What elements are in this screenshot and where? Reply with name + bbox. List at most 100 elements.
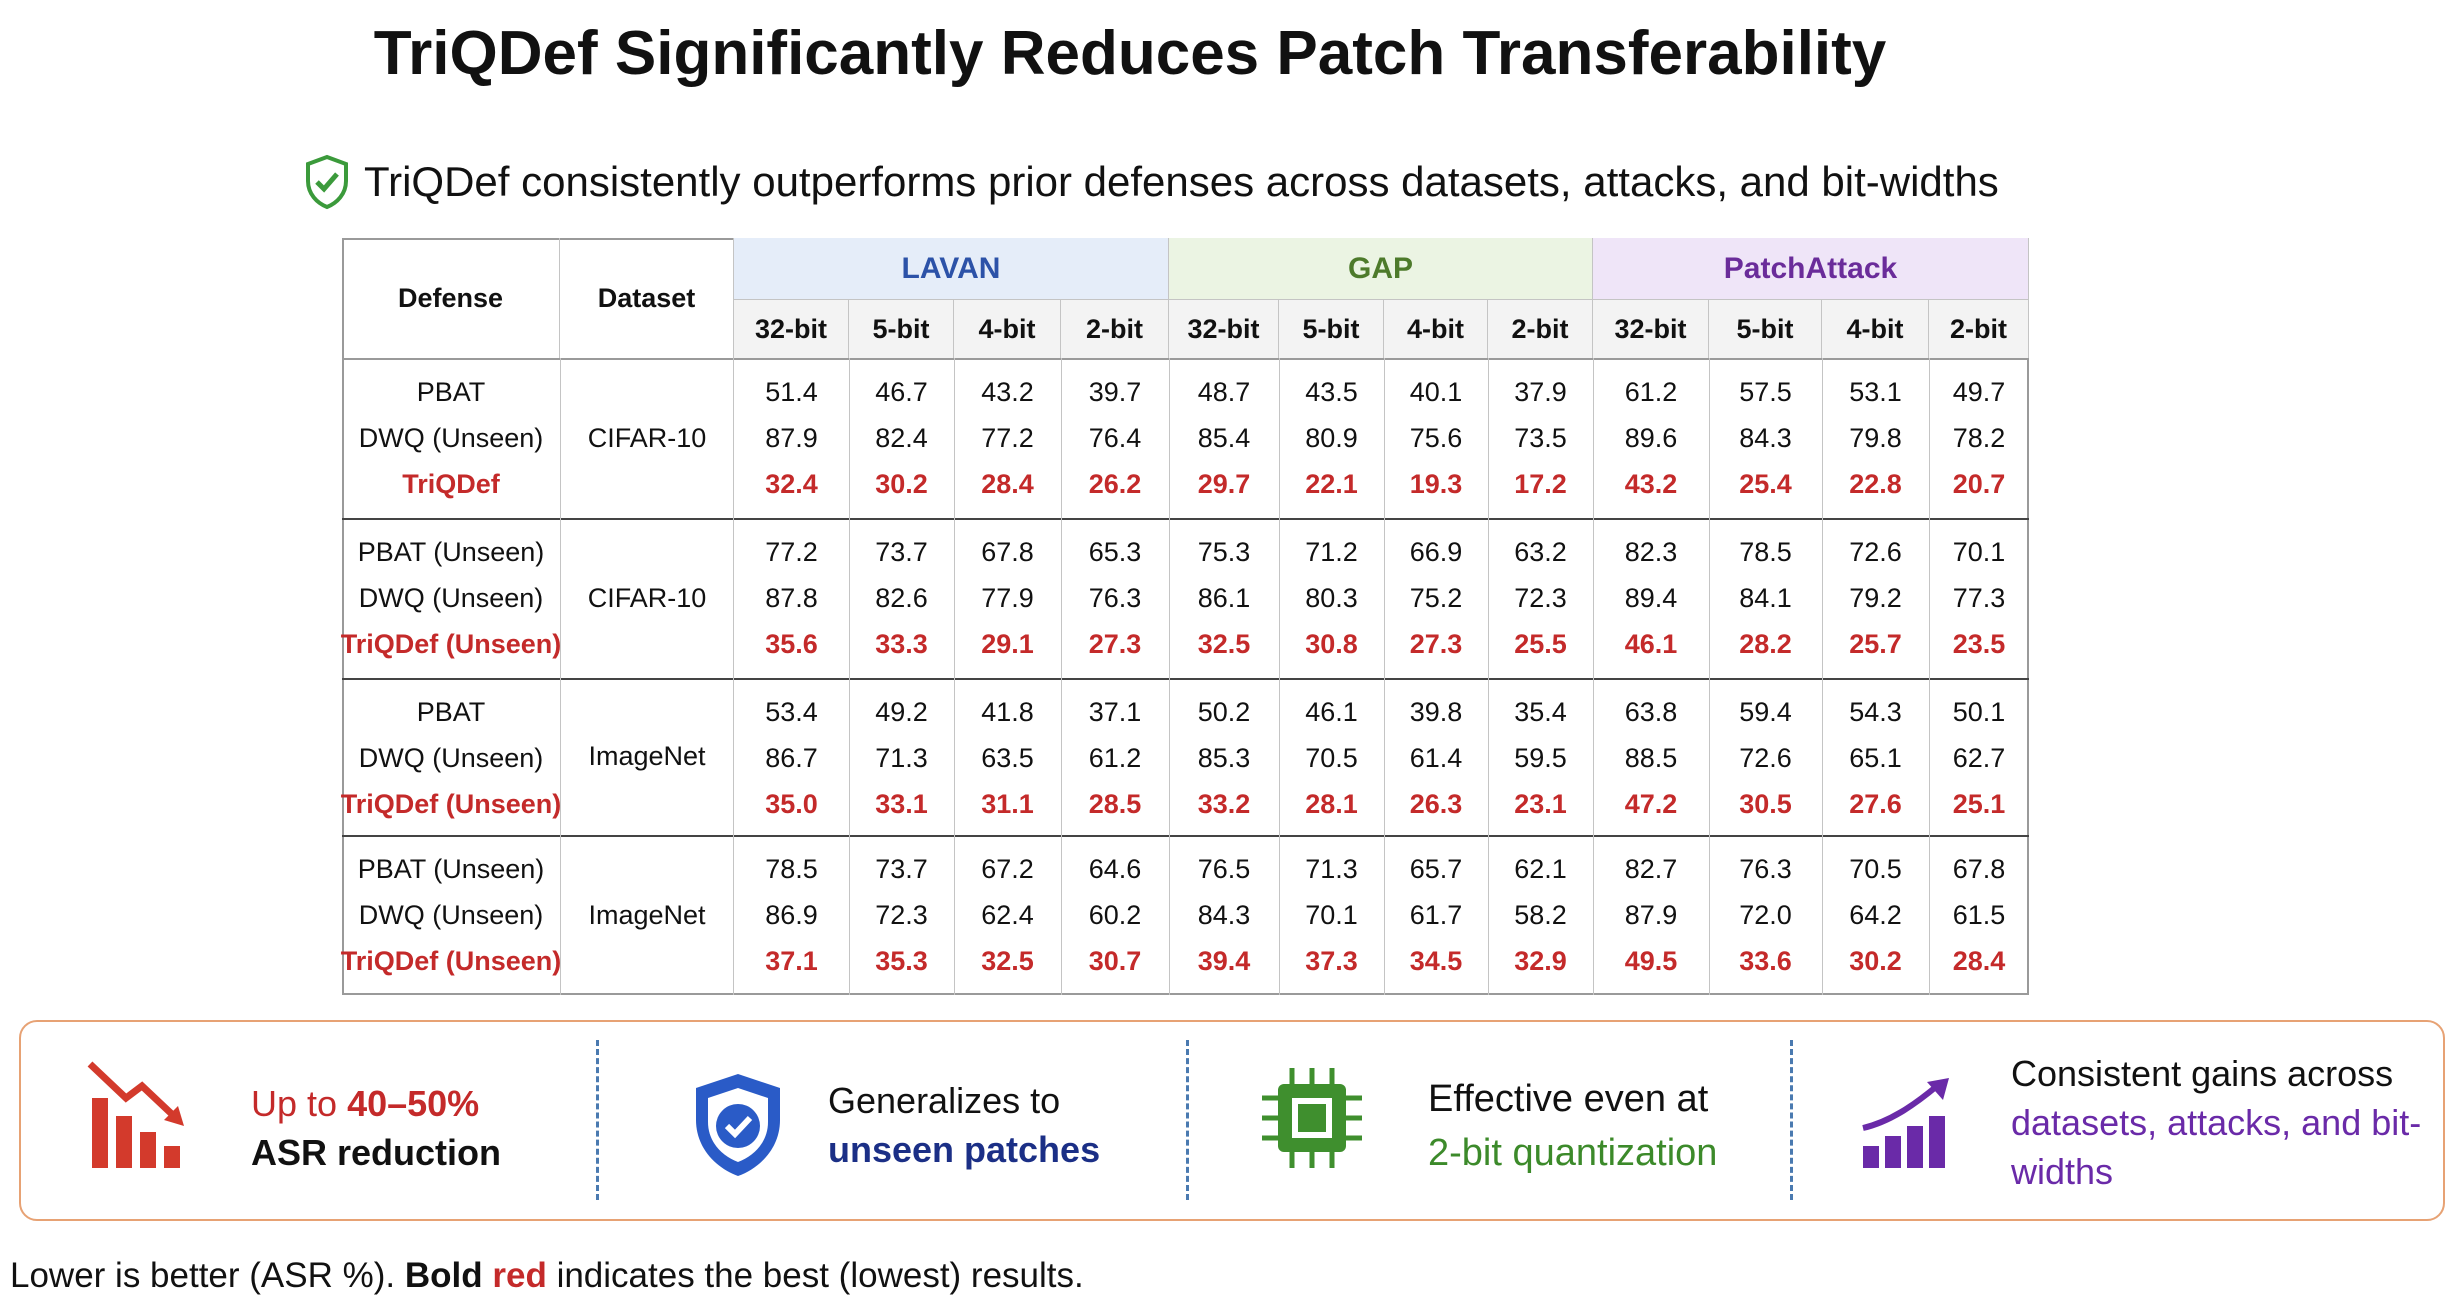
value-cell: 75.6: [1409, 422, 1463, 453]
highlight: Effective even at 2-bit quantization: [1428, 1072, 1717, 1180]
highlight: Generalizes to unseen patches: [828, 1076, 1100, 1174]
value-cell: 43.2: [981, 376, 1034, 407]
column-line: [954, 835, 955, 995]
value-cell: 39.4: [1197, 945, 1251, 976]
value-cell: 78.2: [1952, 422, 2006, 453]
value-cell: 35.3: [875, 945, 928, 976]
value-cell: 46.1: [1305, 696, 1358, 727]
highlight-text: Consistent gains across: [2011, 1053, 2394, 1094]
value-cell: 82.7: [1624, 853, 1678, 884]
column-line: [1822, 358, 1823, 518]
value-cell: 64.6: [1088, 853, 1142, 884]
divider: [1790, 1040, 1793, 1200]
value-cell: 35.6: [765, 628, 818, 659]
defense-name: PBAT: [416, 376, 486, 407]
column-line: [849, 358, 850, 518]
value-cell: 26.2: [1088, 468, 1142, 499]
value-cell: 37.3: [1305, 945, 1358, 976]
attack-header: LAVAN: [734, 238, 1169, 300]
dataset-cell: CIFAR-10: [560, 518, 734, 678]
highlight: Up to 40–50% ASR reduction: [251, 1079, 501, 1177]
value-cell: 23.1: [1514, 788, 1567, 819]
column-line: [1593, 678, 1594, 835]
value-cell: 17.2: [1514, 468, 1567, 499]
value-cell: 63.8: [1624, 696, 1678, 727]
value-cell: 32.5: [981, 945, 1034, 976]
divider: [596, 1040, 599, 1200]
value-cell: 78.5: [1739, 536, 1792, 567]
value-cell: 37.1: [1088, 696, 1142, 727]
column-line: [1709, 358, 1710, 518]
value-cell: 60.2: [1088, 899, 1142, 930]
value-cell: 57.5: [1739, 376, 1792, 407]
defense-name: DWQ (Unseen): [358, 742, 544, 773]
value-cell: 80.3: [1305, 582, 1358, 613]
value-cell: 72.0: [1739, 899, 1792, 930]
value-cell: 33.1: [875, 788, 928, 819]
value-cell: 25.5: [1514, 628, 1567, 659]
value-cell: 61.2: [1088, 742, 1142, 773]
value-cell: 25.7: [1849, 628, 1902, 659]
value-cell: 59.5: [1514, 742, 1567, 773]
value-cell: 22.8: [1849, 468, 1902, 499]
value-cell: 43.5: [1305, 376, 1358, 407]
dataset-cell: ImageNet: [560, 678, 734, 835]
defense-name: DWQ (Unseen): [358, 582, 544, 613]
highlight-text: Up to: [251, 1083, 338, 1124]
attack-header: GAP: [1169, 238, 1593, 300]
value-cell: 72.3: [875, 899, 928, 930]
value-cell: 76.5: [1197, 853, 1251, 884]
value-cell: 76.3: [1088, 582, 1142, 613]
value-cell: 76.4: [1088, 422, 1142, 453]
value-cell: 85.4: [1197, 422, 1251, 453]
value-cell: 32.9: [1514, 945, 1567, 976]
value-cell: 84.3: [1197, 899, 1251, 930]
value-cell: 61.7: [1409, 899, 1463, 930]
value-cell: 70.1: [1952, 536, 2006, 567]
column-line: [1929, 678, 1930, 835]
value-cell: 46.1: [1624, 628, 1678, 659]
column-line: [1822, 678, 1823, 835]
value-cell: 87.8: [765, 582, 818, 613]
column-line: [1709, 678, 1710, 835]
bit-header: 32-bit: [1593, 300, 1709, 358]
bit-header: 2-bit: [1061, 300, 1169, 358]
value-cell: 47.2: [1624, 788, 1678, 819]
value-cell: 64.2: [1849, 899, 1902, 930]
bit-header: 5-bit: [1709, 300, 1822, 358]
shield-check-icon: [696, 1074, 780, 1176]
attack-header: PatchAttack: [1593, 238, 2029, 300]
value-cell: 28.2: [1739, 628, 1792, 659]
column-line: [849, 518, 850, 678]
value-cell: 28.4: [981, 468, 1034, 499]
value-cell: 50.2: [1197, 696, 1251, 727]
value-cell: 75.3: [1197, 536, 1251, 567]
column-line: [1488, 835, 1489, 995]
defense-name: PBAT (Unseen): [357, 853, 545, 884]
value-cell: 62.7: [1952, 742, 2006, 773]
value-cell: 30.2: [1849, 945, 1902, 976]
value-cell: 62.1: [1514, 853, 1567, 884]
value-cell: 19.3: [1409, 468, 1463, 499]
value-cell: 73.7: [875, 853, 928, 884]
value-cell: 86.7: [765, 742, 818, 773]
value-cell: 35.4: [1514, 696, 1567, 727]
defense-name: PBAT (Unseen): [357, 536, 545, 567]
column-line: [1593, 358, 1594, 518]
column-line: [1709, 835, 1710, 995]
group-divider: [342, 358, 2029, 360]
decline-icon: [87, 1061, 184, 1168]
value-cell: 75.2: [1409, 582, 1463, 613]
value-cell: 89.6: [1624, 422, 1678, 453]
column-line: [1488, 678, 1489, 835]
value-cell: 49.7: [1952, 376, 2006, 407]
value-cell: 27.3: [1409, 628, 1463, 659]
value-cell: 46.7: [875, 376, 928, 407]
value-cell: 85.3: [1197, 742, 1251, 773]
value-cell: 80.9: [1305, 422, 1358, 453]
footnote-text: red: [492, 1256, 547, 1295]
value-cell: 79.8: [1849, 422, 1902, 453]
value-cell: 70.1: [1305, 899, 1358, 930]
value-cell: 33.6: [1739, 945, 1792, 976]
highlight-text: 2-bit quantization: [1428, 1132, 1718, 1174]
